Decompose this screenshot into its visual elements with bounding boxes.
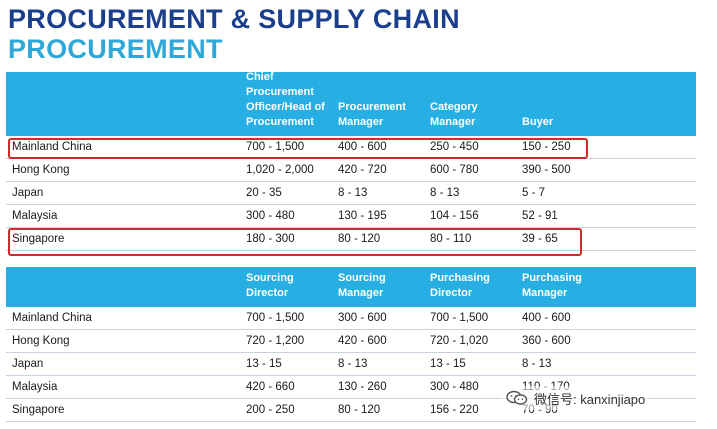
row-value: 700 - 1,500 — [246, 141, 305, 153]
row-country: Japan — [12, 358, 44, 370]
row-value: 80 - 110 — [430, 233, 472, 245]
highlight-box-mainland-china — [8, 138, 588, 159]
row-value: 200 - 250 — [246, 404, 295, 416]
table-row: Mainland China 700 - 1,500 300 - 600 700… — [6, 308, 696, 330]
table-row: Japan 13 - 15 8 - 13 13 - 15 8 - 13 — [6, 354, 696, 376]
row-value: 250 - 450 — [430, 141, 479, 153]
row-country: Mainland China — [12, 141, 92, 153]
table-row: Hong Kong 720 - 1,200 420 - 600 720 - 1,… — [6, 331, 696, 353]
table2-header-col3: Purchasing Director — [430, 272, 490, 299]
table2-header-col1: Sourcing Director — [246, 272, 294, 299]
row-value: 420 - 600 — [338, 335, 387, 347]
row-value: 39 - 65 — [522, 233, 558, 245]
watermark-text: 微信号: kanxinjiapo — [534, 391, 646, 407]
row-value: 700 - 1,500 — [246, 312, 305, 324]
row-value: 80 - 120 — [338, 233, 381, 245]
row-country: Malaysia — [12, 210, 58, 222]
row-value: 420 - 660 — [246, 381, 295, 393]
table2-header-col4: Purchasing Manager — [522, 272, 582, 299]
row-country: Hong Kong — [12, 335, 70, 347]
row-value: 300 - 600 — [338, 312, 387, 324]
row-value: 400 - 600 — [338, 141, 387, 153]
section-title: PROCUREMENT — [8, 34, 223, 64]
row-value: 150 - 250 — [522, 141, 571, 153]
watermark: 微信号: kanxinjiapo — [502, 386, 650, 410]
row-value: 20 - 35 — [246, 187, 282, 199]
row-value: 13 - 15 — [246, 358, 282, 370]
table1-header-col2: Procurement Manager — [338, 101, 406, 128]
table-row: Malaysia 300 - 480 130 - 195 104 - 156 5… — [6, 206, 696, 228]
table2-header-col2: Sourcing Manager — [338, 272, 386, 299]
row-value: 600 - 780 — [430, 164, 479, 176]
row-value: 8 - 13 — [338, 187, 368, 199]
row-country: Mainland China — [12, 312, 92, 324]
row-value: 13 - 15 — [430, 358, 466, 370]
row-value: 80 - 120 — [338, 404, 381, 416]
row-value: 8 - 13 — [522, 358, 552, 370]
row-value: 400 - 600 — [522, 312, 571, 324]
row-value: 720 - 1,020 — [430, 335, 489, 347]
page-title: PROCUREMENT & SUPPLY CHAIN — [8, 4, 460, 34]
row-value: 130 - 195 — [338, 210, 387, 222]
table-row: Hong Kong 1,020 - 2,000 420 - 720 600 - … — [6, 160, 696, 182]
table1-header-col1: Chief Procurement Officer/Head of Procur… — [246, 71, 325, 128]
highlight-box-singapore — [8, 228, 582, 256]
row-country: Singapore — [12, 233, 65, 245]
row-value: 420 - 720 — [338, 164, 387, 176]
row-value: 130 - 260 — [338, 381, 387, 393]
row-value: 104 - 156 — [430, 210, 479, 222]
row-country: Japan — [12, 187, 44, 199]
row-country: Hong Kong — [12, 164, 70, 176]
row-value: 5 - 7 — [522, 187, 546, 199]
table-row: Singapore 180 - 300 80 - 120 80 - 110 39… — [6, 229, 696, 251]
row-value: 52 - 91 — [522, 210, 558, 222]
table1-header-col3: Category Manager — [430, 101, 478, 128]
row-value: 720 - 1,200 — [246, 335, 305, 347]
row-value: 300 - 480 — [246, 210, 295, 222]
row-value: 360 - 600 — [522, 335, 571, 347]
row-value: 156 - 220 — [430, 404, 479, 416]
table2-header: Sourcing Director Sourcing Manager Purch… — [6, 267, 696, 307]
table1-header-col4: Buyer — [522, 116, 554, 128]
row-value: 700 - 1,500 — [430, 312, 489, 324]
row-country: Singapore — [12, 404, 65, 416]
row-value: 300 - 480 — [430, 381, 479, 393]
row-value: 180 - 300 — [246, 233, 295, 245]
row-value: 390 - 500 — [522, 164, 571, 176]
wechat-icon — [506, 390, 528, 406]
row-country: Malaysia — [12, 381, 58, 393]
row-value: 1,020 - 2,000 — [246, 164, 314, 176]
table1-header: Chief Procurement Officer/Head of Procur… — [6, 71, 696, 136]
row-value: 8 - 13 — [338, 358, 368, 370]
table-row: Japan 20 - 35 8 - 13 8 - 13 5 - 7 — [6, 183, 696, 205]
row-value: 8 - 13 — [430, 187, 460, 199]
